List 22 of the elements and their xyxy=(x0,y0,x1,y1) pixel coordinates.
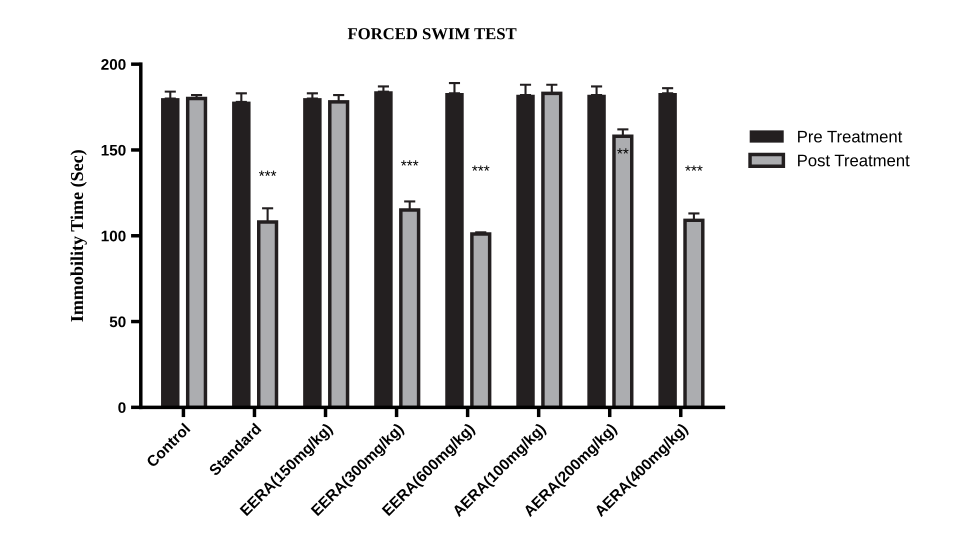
bar xyxy=(445,92,464,408)
bar xyxy=(374,91,393,408)
bar xyxy=(516,94,535,408)
y-tick-label: 100 xyxy=(102,230,126,242)
bar xyxy=(658,92,677,408)
y-tick-label: 0 xyxy=(118,402,126,414)
bar xyxy=(587,94,606,408)
annotation: *** xyxy=(401,160,418,166)
annotation: ** xyxy=(617,148,629,154)
chart-title: FORCED SWIM TEST xyxy=(348,28,516,40)
bar xyxy=(161,98,180,408)
y-axis-title: Immobility Time (Sec) xyxy=(70,150,87,322)
legend-label: Post Treatment xyxy=(798,154,910,166)
annotation: *** xyxy=(472,165,490,171)
annotation: *** xyxy=(258,170,276,176)
y-tick-label: 50 xyxy=(110,316,126,328)
legend-label: Pre Treatment xyxy=(798,130,902,142)
y-tick-label: 200 xyxy=(101,59,126,70)
bar xyxy=(232,102,251,408)
y-tick-label: 150 xyxy=(102,144,126,156)
annotation: *** xyxy=(685,165,703,171)
bar xyxy=(303,98,322,408)
